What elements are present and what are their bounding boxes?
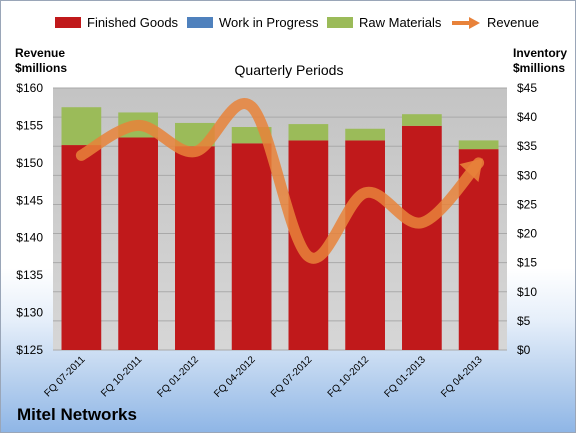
category-label: FQ 10-2012	[326, 354, 372, 400]
right-axis-title-line: $millions	[513, 61, 566, 75]
revenue-line	[75, 98, 485, 264]
bar-finished-goods	[175, 146, 215, 350]
legend-arrow-icon	[452, 16, 480, 29]
legend: Finished Goods Work in Progress Raw Mate…	[1, 15, 575, 35]
revenue-arrow-head	[459, 158, 483, 182]
right-tick-label: $45	[517, 81, 537, 95]
legend-item-raw-materials: Raw Materials	[327, 15, 441, 30]
right-tick-label: $0	[517, 343, 531, 357]
right-tick-label: $25	[517, 197, 537, 211]
left-tick-label: $135	[16, 268, 43, 282]
legend-item-revenue: Revenue	[451, 15, 539, 30]
bar-finished-goods	[118, 137, 158, 350]
legend-label: Revenue	[487, 15, 540, 30]
category-label: FQ 01-2013	[382, 354, 428, 400]
right-tick-label: $20	[517, 227, 537, 241]
legend-label: Finished Goods	[87, 15, 179, 30]
left-axis-title: Revenue $millions	[15, 46, 67, 76]
legend-label: Raw Materials	[359, 15, 442, 30]
category-label: FQ 01-2012	[155, 354, 201, 400]
left-tick-label: $155	[16, 118, 43, 132]
category-label: FQ 10-2011	[99, 354, 144, 399]
bar-finished-goods	[61, 145, 102, 350]
legend-item-finished-goods: Finished Goods	[55, 15, 178, 30]
bar-raw-materials	[402, 114, 442, 126]
left-axis-title-line: $millions	[15, 61, 68, 75]
category-label: FQ 07-2011	[43, 354, 88, 399]
right-tick-label: $35	[517, 139, 537, 153]
legend-swatch	[327, 17, 353, 28]
category-label: FQ 04-2013	[439, 354, 485, 400]
left-tick-label: $140	[16, 231, 43, 245]
left-tick-label: $130	[16, 306, 43, 320]
left-axis-title-line: Revenue	[15, 46, 66, 60]
right-tick-label: $30	[517, 168, 537, 182]
right-axis-title-line: Inventory	[513, 46, 568, 60]
bar-raw-materials	[345, 128, 385, 141]
bar-raw-materials	[61, 107, 102, 146]
legend-label: Work in Progress	[219, 15, 319, 30]
left-tick-label: $145	[16, 193, 43, 207]
right-tick-label: $5	[517, 314, 531, 328]
right-tick-label: $15	[517, 256, 537, 270]
legend-swatch	[55, 17, 81, 28]
bar-finished-goods	[402, 125, 442, 350]
right-tick-label: $10	[517, 285, 537, 299]
bar-finished-goods	[231, 143, 272, 350]
bar-raw-materials	[458, 140, 499, 150]
left-tick-label: $150	[16, 156, 43, 170]
company-name: Mitel Networks	[17, 405, 137, 424]
right-axis-title: Inventory $millions	[513, 46, 567, 76]
category-label: FQ 04-2012	[212, 354, 258, 400]
bar-raw-materials	[288, 124, 329, 141]
left-tick-label: $160	[16, 81, 43, 95]
legend-item-work-in-progress: Work in Progress	[187, 15, 318, 30]
chart-title: Quarterly Periods	[234, 62, 344, 78]
right-tick-label: $40	[517, 110, 537, 124]
category-label: FQ 07-2012	[269, 354, 315, 400]
bar-finished-goods	[345, 140, 385, 350]
left-tick-label: $125	[16, 343, 43, 357]
legend-swatch	[187, 17, 213, 28]
